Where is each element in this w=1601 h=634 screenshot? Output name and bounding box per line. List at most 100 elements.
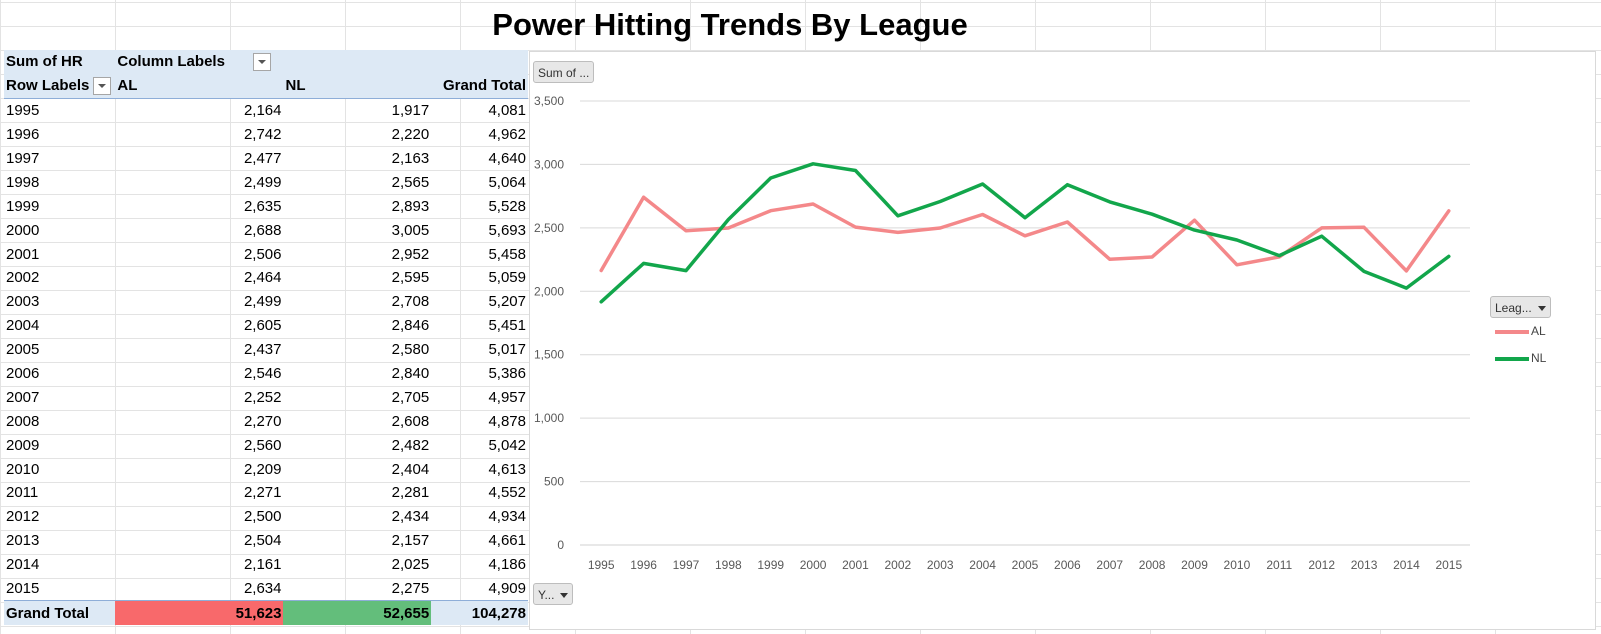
x-tick-label: 2001: [842, 558, 869, 572]
cell-nl: 2,565: [391, 173, 430, 191]
row-year[interactable]: 1999: [6, 197, 40, 215]
x-tick-label: 2006: [1054, 558, 1081, 572]
column-header-al[interactable]: AL: [115, 73, 284, 99]
row-year[interactable]: 2008: [6, 412, 40, 430]
cell-total: 4,186: [488, 556, 526, 574]
x-tick-label: 1998: [715, 558, 742, 572]
x-tick-label: 1995: [588, 558, 615, 572]
table-row: 2008 2,270 2,608 4,878: [4, 409, 528, 433]
row-year[interactable]: 2004: [6, 317, 40, 335]
cell-total: 5,458: [488, 245, 526, 263]
cell-nl: 3,005: [391, 221, 430, 239]
row-labels-header[interactable]: Row Labels: [4, 73, 116, 99]
row-year[interactable]: 2001: [6, 245, 40, 263]
cell-total: 4,909: [488, 580, 526, 598]
column-header-nl[interactable]: NL: [283, 73, 432, 99]
chevron-down-icon: [1537, 306, 1546, 312]
cell-nl: 2,893: [391, 197, 430, 215]
cell-total: 4,934: [488, 508, 526, 526]
cell-al: 2,546: [243, 365, 282, 383]
cell-al: 2,635: [243, 197, 282, 215]
column-labels-header[interactable]: Column Labels: [115, 50, 284, 74]
row-year[interactable]: 2013: [6, 532, 40, 550]
table-row: 2001 2,506 2,952 5,458: [4, 242, 528, 266]
cell-nl: 2,482: [391, 436, 430, 454]
cell-nl: 2,157: [391, 532, 430, 550]
row-year[interactable]: 1995: [6, 102, 40, 120]
pivot-table: Sum of HR Column Labels Row Labels AL NL…: [4, 50, 528, 626]
grand-total-row: Grand Total 51,623 52,655 104,278: [4, 600, 528, 626]
y-tick-label: 2,000: [534, 284, 564, 298]
x-tick-label: 2013: [1351, 558, 1378, 572]
y-tick-label: 1,500: [534, 348, 564, 362]
sheet-title: Power Hitting Trends By League: [492, 7, 968, 42]
row-year[interactable]: 2000: [6, 221, 40, 239]
cell-al: 2,499: [243, 173, 282, 191]
cell-nl: 2,025: [391, 556, 430, 574]
row-year[interactable]: 2005: [6, 341, 40, 359]
cell-nl: 2,163: [391, 150, 430, 167]
column-header-grand-total[interactable]: Grand Total: [431, 73, 528, 99]
cell-al: 2,560: [243, 436, 282, 454]
cell-total: 4,081: [488, 102, 526, 120]
row-year[interactable]: 2011: [6, 484, 39, 502]
cell-total: 5,386: [488, 365, 526, 383]
row-year[interactable]: 2006: [6, 365, 40, 383]
cell-total: 5,042: [488, 436, 526, 454]
grand-total-all: 104,278: [431, 600, 528, 626]
row-year[interactable]: 2012: [6, 508, 40, 526]
x-tick-label: 2005: [1012, 558, 1039, 572]
values-field-button[interactable]: Sum of ...: [533, 61, 595, 83]
cell-nl: 2,220: [391, 126, 430, 144]
chart-plot-area: 0 500 1,000 1,500 2,000 2,500 3,000 3,500 1995 19…: [534, 94, 1470, 572]
row-year[interactable]: 1997: [6, 150, 40, 167]
x-tick-label: 2012: [1308, 558, 1335, 572]
table-row: 1997 2,477 2,163 4,640: [4, 147, 528, 171]
axis-field-button[interactable]: Y...: [533, 583, 574, 605]
row-year[interactable]: 2010: [6, 460, 40, 478]
table-row: 2011 2,271 2,281 4,552: [4, 481, 528, 505]
x-tick-label: 2009: [1181, 558, 1208, 572]
cell-nl: 2,580: [391, 341, 430, 359]
table-row: 2009 2,560 2,482 5,042: [4, 433, 528, 457]
y-tick-label: 3,000: [534, 157, 564, 171]
cell-al: 2,271: [243, 484, 282, 502]
row-filter-dropdown-icon[interactable]: [93, 76, 112, 95]
cell-nl: 2,840: [391, 365, 430, 383]
x-tick-label: 2004: [969, 558, 996, 572]
y-tick-label: 2,500: [534, 221, 564, 235]
x-tick-label: 2011: [1266, 558, 1292, 572]
cell-total: 5,451: [488, 317, 526, 335]
row-year[interactable]: 2007: [6, 388, 40, 406]
x-tick-label: 1996: [630, 558, 657, 572]
cell-al: 2,605: [243, 317, 282, 335]
row-year[interactable]: 2003: [6, 293, 40, 311]
cell-total: 4,962: [488, 126, 526, 144]
legend-swatch-nl: [1495, 356, 1529, 361]
cell-total: 5,059: [488, 269, 526, 287]
cell-al: 2,500: [243, 508, 282, 526]
value-field-label[interactable]: Sum of HR: [4, 50, 116, 74]
table-row: 2015 2,634 2,275 4,909: [4, 577, 528, 601]
cell-nl: 2,952: [391, 245, 430, 263]
cell-nl: 2,434: [391, 508, 430, 526]
row-year[interactable]: 1998: [6, 173, 40, 191]
x-tick-label: 2008: [1139, 558, 1166, 572]
y-tick-label: 1,000: [534, 411, 564, 425]
legend-field-button[interactable]: Leag...: [1490, 296, 1551, 318]
row-year[interactable]: 1996: [6, 126, 40, 144]
row-year[interactable]: 2014: [6, 556, 40, 574]
table-row: 2012 2,500 2,434 4,934: [4, 505, 528, 529]
x-tick-label: 2000: [800, 558, 827, 572]
row-year[interactable]: 2002: [6, 269, 40, 287]
x-tick-label: 2014: [1393, 558, 1420, 572]
cell-nl: 2,275: [391, 580, 430, 598]
cell-nl: 2,708: [391, 293, 430, 311]
grand-total-al: 51,623: [115, 600, 284, 626]
row-year[interactable]: 2009: [6, 436, 40, 454]
line-chart[interactable]: Sum of ... Leag... Y... AL NL 0 500 1,000 1…: [529, 51, 1596, 630]
y-tick-label: 500: [544, 475, 564, 489]
column-filter-dropdown-icon[interactable]: [252, 52, 271, 71]
table-row: 2003 2,499 2,708 5,207: [4, 290, 528, 314]
row-year[interactable]: 2015: [6, 580, 40, 598]
